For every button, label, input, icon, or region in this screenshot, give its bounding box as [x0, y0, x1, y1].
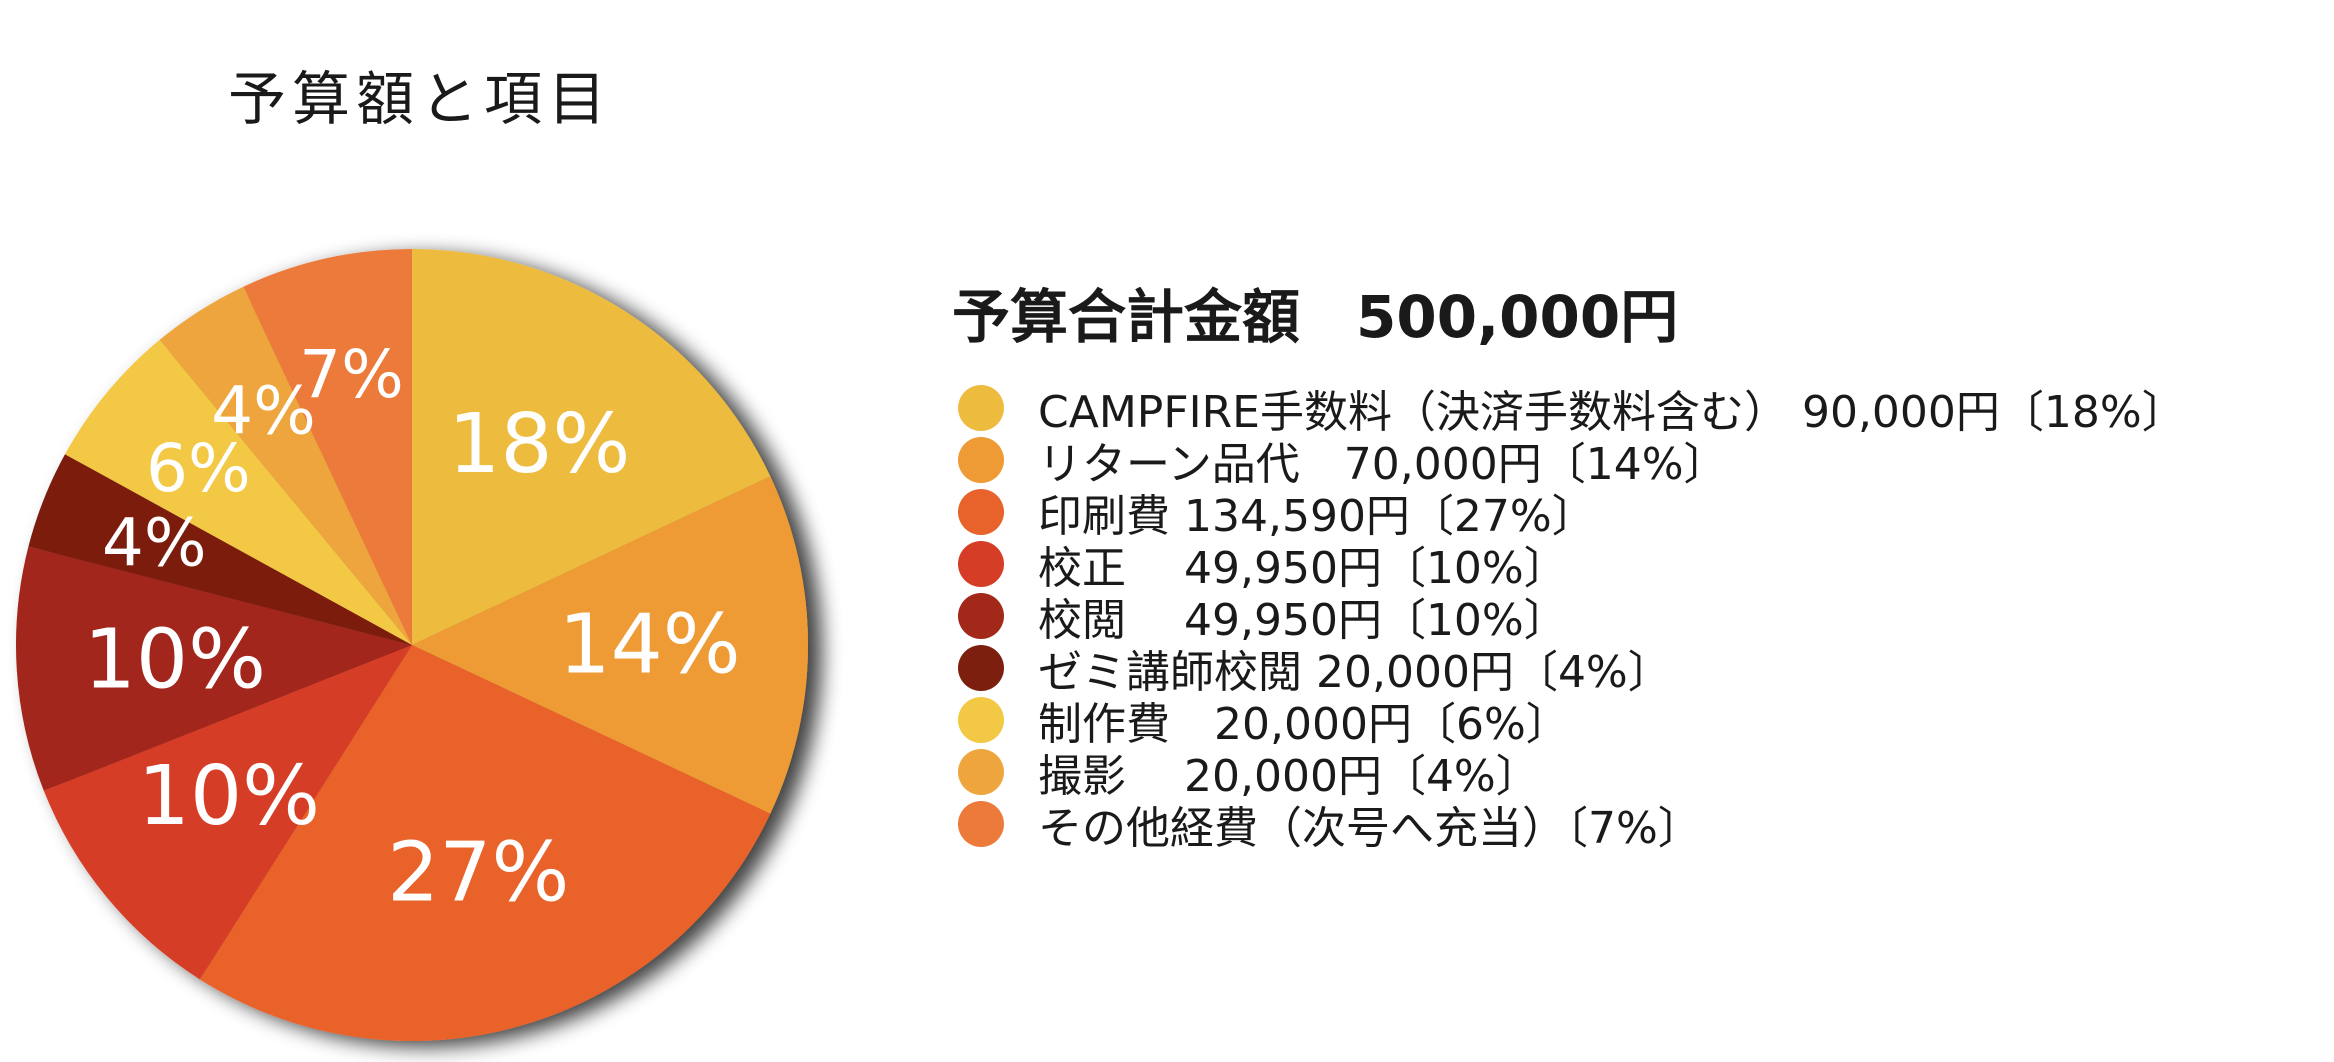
legend-item-5: 校閲 49,950円〔10%〕 [958, 590, 2186, 646]
legend-text-4: 校正 49,950円〔10%〕 [1038, 543, 1568, 594]
pie-slice-1 [412, 249, 771, 645]
legend-swatch-4 [958, 541, 1004, 587]
pie-slice-7 [64, 339, 413, 645]
pie-chart: 18%14%27%10%10%4%6%4%7% [16, 249, 808, 1041]
pie-slice-label-9: 7% [299, 336, 404, 413]
legend-item-6: ゼミ講師校閲 20,000円〔4%〕 [958, 642, 2186, 698]
legend-item-4: 校正 49,950円〔10%〕 [958, 538, 2186, 594]
pie-slice-label-5: 10% [84, 612, 266, 707]
pie-slice-9 [243, 249, 412, 645]
pie-slice-label-2: 14% [558, 598, 740, 693]
legend-swatch-6 [958, 645, 1004, 691]
legend-text-5: 校閲 49,950円〔10%〕 [1038, 595, 1568, 646]
legend-swatch-9 [958, 801, 1004, 847]
total-amount: 500,000円 [1356, 283, 1679, 351]
total-label: 予算合計金額 [952, 283, 1301, 351]
legend-swatch-8 [958, 749, 1004, 795]
legend: CAMPFIRE手数料（決済手数料含む） 90,000円〔18%〕 リターン品代 … [958, 382, 2186, 854]
pie-slice-label-1: 18% [448, 397, 630, 492]
legend-item-1: CAMPFIRE手数料（決済手数料含む） 90,000円〔18%〕 [958, 382, 2186, 438]
pie-slice-6 [28, 454, 412, 645]
pie-slice-4 [43, 645, 413, 980]
legend-text-1: CAMPFIRE手数料（決済手数料含む） 90,000円〔18%〕 [1038, 387, 2186, 438]
legend-text-8: 撮影 20,000円〔4%〕 [1038, 751, 1540, 802]
legend-swatch-7 [958, 697, 1004, 743]
legend-item-3: 印刷費 134,590円〔27%〕 [958, 486, 2186, 542]
legend-text-2: リターン品代 70,000円〔14%〕 [1038, 439, 1728, 490]
pie-slice-5 [16, 546, 412, 791]
legend-text-9: その他経費（次号へ充当）〔7%〕 [1038, 803, 1702, 854]
pie-slice-8 [159, 286, 412, 645]
chart-title: 予算額と項目 [228, 65, 613, 133]
pie-slice-label-3: 27% [387, 826, 569, 921]
legend-text-6: ゼミ講師校閲 20,000円〔4%〕 [1038, 647, 1672, 698]
pie-slice-labels: 18%14%27%10%10%4%6%4%7% [84, 336, 741, 921]
pie-slices [16, 249, 808, 1041]
legend-item-9: その他経費（次号へ充当）〔7%〕 [958, 798, 2186, 854]
legend-item-2: リターン品代 70,000円〔14%〕 [958, 434, 2186, 490]
pie-slice-3 [199, 645, 771, 1041]
legend-swatch-2 [958, 437, 1004, 483]
legend-swatch-1 [958, 385, 1004, 431]
legend-item-8: 撮影 20,000円〔4%〕 [958, 746, 2186, 802]
pie-slice-label-4: 10% [138, 749, 320, 844]
pie-slice-2 [412, 476, 808, 814]
pie-slice-label-7: 6% [146, 430, 251, 507]
legend-swatch-5 [958, 593, 1004, 639]
legend-text-7: 制作費 20,000円〔6%〕 [1038, 699, 1570, 750]
legend-item-7: 制作費 20,000円〔6%〕 [958, 694, 2186, 750]
pie-slice-label-6: 4% [102, 504, 207, 581]
budget-total: 予算合計金額 500,000円 [952, 270, 1678, 354]
pie-slice-label-8: 4% [211, 372, 316, 449]
legend-swatch-3 [958, 489, 1004, 535]
legend-text-3: 印刷費 134,590円〔27%〕 [1038, 491, 1596, 542]
